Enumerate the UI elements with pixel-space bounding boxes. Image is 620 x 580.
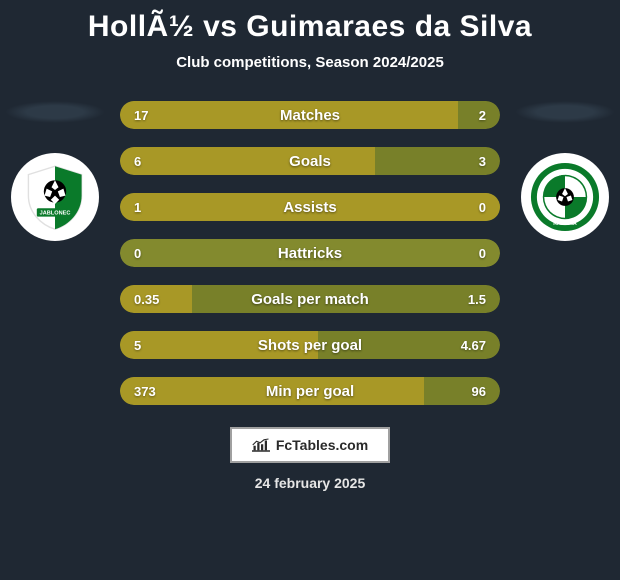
stat-row: 63Goals [120, 147, 500, 175]
subtitle: Club competitions, Season 2024/2025 [0, 54, 620, 71]
stat-label: Shots per goal [120, 331, 500, 359]
stat-label: Hattricks [120, 239, 500, 267]
left-player-column: JABLONEC [0, 101, 110, 241]
right-team-crest: M F K KARVINA [521, 153, 609, 241]
stat-label: Min per goal [120, 377, 500, 405]
brand-label: FcTables.com [276, 437, 368, 453]
left-team-crest: JABLONEC [11, 153, 99, 241]
badge-icon: M F K KARVINA [528, 160, 602, 234]
right-player-column: M F K KARVINA [510, 101, 620, 241]
brand-badge: FcTables.com [230, 427, 390, 463]
stat-row: 172Matches [120, 101, 500, 129]
player-silhouette-shadow [515, 101, 615, 123]
stat-label: Assists [120, 193, 500, 221]
svg-text:JABLONEC: JABLONEC [40, 211, 71, 217]
player-silhouette-shadow [5, 101, 105, 123]
stat-row: 37396Min per goal [120, 377, 500, 405]
page-title: HollÃ½ vs Guimaraes da Silva [0, 0, 620, 44]
stat-label: Matches [120, 101, 500, 129]
shield-icon: JABLONEC [20, 162, 90, 232]
stat-label: Goals per match [120, 285, 500, 313]
stat-row: 54.67Shots per goal [120, 331, 500, 359]
stat-label: Goals [120, 147, 500, 175]
stat-row: 10Assists [120, 193, 500, 221]
svg-text:KARVINA: KARVINA [553, 221, 577, 227]
date-label: 24 february 2025 [0, 475, 620, 491]
stat-bars: 172Matches 63Goals 10Assists 00Hattricks 0.3… [120, 101, 500, 405]
stat-row: 00Hattricks [120, 239, 500, 267]
stat-row: 0.351.5Goals per match [120, 285, 500, 313]
chart-icon [252, 438, 270, 452]
comparison-layout: JABLONEC 172Matches 63Goals 10Assists 00Hat… [0, 101, 620, 405]
